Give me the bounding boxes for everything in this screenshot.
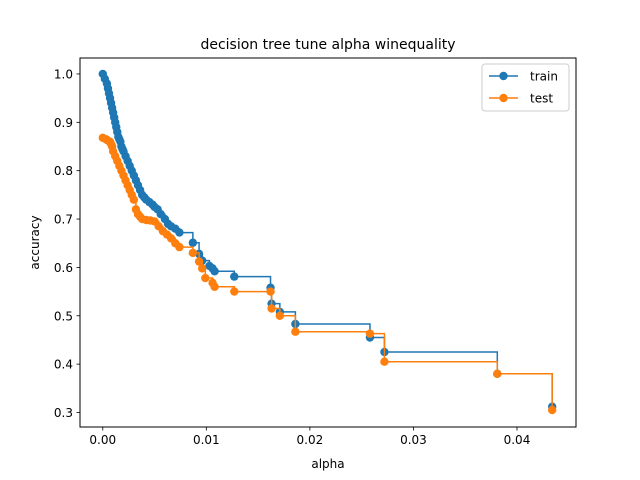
series-point-test [493, 369, 502, 379]
series-point-test [210, 282, 219, 291]
x-tick-label: 0.00 [89, 433, 116, 447]
y-tick-label: 0.4 [54, 358, 73, 372]
series-point-test [266, 287, 275, 296]
x-tick-label: 0.01 [193, 433, 220, 447]
x-tick-label: 0.03 [400, 433, 427, 447]
x-tick-label: 0.04 [504, 433, 531, 447]
series-point-test [267, 304, 276, 313]
legend-label-train: train [530, 70, 558, 84]
chart-title: decision tree tune alpha winequality [200, 37, 455, 53]
series-point-test [197, 264, 207, 273]
x-axis-label: alpha [311, 457, 344, 471]
legend: train test [481, 63, 570, 112]
series-point-test [291, 327, 300, 336]
series-point-train [210, 267, 219, 276]
series-point-train [188, 238, 198, 247]
y-tick-label: 0.9 [54, 116, 73, 130]
legend-marker-train [499, 71, 508, 81]
series-point-test [380, 357, 389, 366]
axes-frame [79, 57, 577, 428]
series-point-test [129, 195, 139, 204]
series-point-test [230, 287, 239, 296]
legend-label-test: test [530, 92, 553, 106]
series-point-test [175, 242, 184, 252]
series-point-train [230, 272, 239, 281]
y-tick-label: 0.8 [54, 164, 73, 178]
series-point-test [201, 273, 210, 283]
y-axis: 0.3 0.4 0.5 0.6 0.7 0.8 0.9 1.0 [54, 67, 80, 420]
y-tick-label: 0.7 [54, 213, 73, 227]
y-axis-label: accuracy [28, 215, 42, 269]
plot-area [98, 69, 557, 415]
x-axis: 0.00 0.01 0.02 0.03 0.04 [89, 427, 530, 447]
series-point-train [175, 228, 184, 237]
y-tick-label: 0.5 [54, 309, 73, 323]
series-point-test [275, 311, 285, 320]
series-point-test [547, 405, 557, 415]
y-tick-label: 1.0 [54, 67, 73, 81]
series-point-test [365, 329, 375, 338]
series-point-test [188, 248, 198, 258]
y-tick-label: 0.6 [54, 261, 73, 275]
y-tick-label: 0.3 [54, 406, 73, 420]
x-tick-label: 0.02 [297, 433, 324, 447]
legend-marker-test [499, 93, 508, 103]
series-point-test [194, 257, 204, 266]
